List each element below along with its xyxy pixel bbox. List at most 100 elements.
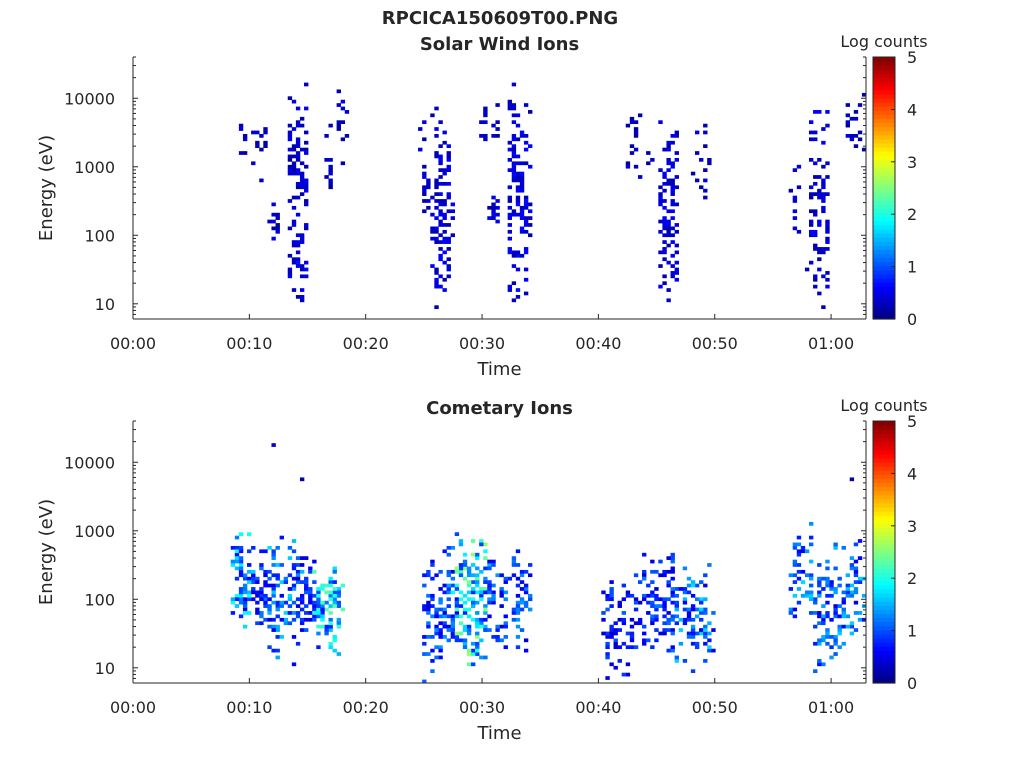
data-cell bbox=[613, 665, 618, 670]
data-cell bbox=[462, 559, 468, 564]
data-cell bbox=[699, 628, 704, 632]
data-cell bbox=[308, 590, 313, 595]
data-cell bbox=[495, 635, 500, 639]
data-cell bbox=[495, 103, 500, 107]
data-cell bbox=[340, 120, 346, 125]
data-cell bbox=[674, 130, 679, 135]
data-cell bbox=[642, 576, 647, 581]
colorbar-segment bbox=[873, 110, 895, 115]
data-cell bbox=[299, 295, 305, 299]
data-cell bbox=[430, 597, 435, 602]
data-cell bbox=[845, 113, 851, 118]
data-cell bbox=[690, 617, 696, 622]
data-cell bbox=[446, 624, 451, 629]
data-cell bbox=[442, 216, 447, 220]
data-cell bbox=[422, 175, 427, 179]
data-cell bbox=[466, 662, 472, 667]
data-cell bbox=[633, 127, 639, 131]
data-cell bbox=[499, 638, 504, 643]
data-cell bbox=[291, 662, 297, 667]
data-cell bbox=[275, 573, 280, 578]
data-cell bbox=[267, 219, 272, 224]
data-cell bbox=[267, 597, 272, 602]
data-cell bbox=[523, 147, 529, 152]
data-cell bbox=[817, 175, 822, 179]
data-cell bbox=[495, 205, 500, 210]
data-cell bbox=[328, 645, 333, 650]
data-cell bbox=[792, 559, 798, 564]
data-cell bbox=[491, 590, 496, 595]
data-cell bbox=[650, 621, 655, 626]
data-cell bbox=[299, 593, 305, 598]
data-cell bbox=[515, 593, 521, 598]
data-cell bbox=[792, 545, 798, 550]
data-cell bbox=[438, 257, 443, 262]
data-cell bbox=[242, 137, 248, 142]
data-cell bbox=[633, 120, 639, 125]
data-cell bbox=[295, 123, 301, 128]
data-cell bbox=[483, 576, 488, 581]
data-cell bbox=[234, 552, 240, 557]
data-cell bbox=[662, 569, 667, 574]
data-cell bbox=[295, 563, 301, 567]
data-cell bbox=[267, 604, 272, 608]
data-cell bbox=[654, 604, 659, 608]
data-cell bbox=[422, 607, 427, 612]
data-cell bbox=[291, 240, 297, 244]
data-cell bbox=[821, 250, 826, 255]
data-cell bbox=[523, 103, 529, 107]
data-cell bbox=[515, 600, 521, 605]
data-cell bbox=[674, 600, 679, 605]
data-cell bbox=[275, 212, 280, 217]
data-cell bbox=[426, 181, 431, 186]
data-cell bbox=[686, 583, 692, 588]
data-cell bbox=[475, 635, 480, 639]
colorbar-tick-label: 4 bbox=[907, 100, 917, 119]
data-cell bbox=[625, 672, 631, 677]
data-cell bbox=[670, 209, 675, 214]
data-cell bbox=[291, 205, 297, 210]
data-cell bbox=[690, 641, 696, 646]
data-cell bbox=[857, 576, 863, 581]
data-cell bbox=[328, 611, 333, 615]
data-cell bbox=[483, 607, 488, 612]
data-cell bbox=[821, 576, 826, 581]
data-cell bbox=[796, 229, 802, 234]
data-cell bbox=[247, 597, 252, 602]
data-cell bbox=[242, 583, 248, 588]
data-cell bbox=[462, 566, 468, 571]
data-cell bbox=[483, 137, 488, 142]
data-cell bbox=[434, 106, 439, 111]
colorbar-segment bbox=[873, 466, 895, 471]
data-cell bbox=[446, 614, 451, 619]
data-cell bbox=[662, 147, 667, 152]
data-cell bbox=[336, 604, 341, 608]
data-cell bbox=[523, 202, 529, 207]
data-cell bbox=[434, 281, 439, 286]
data-cell bbox=[825, 192, 830, 196]
data-cell bbox=[808, 521, 814, 526]
data-cell bbox=[666, 243, 671, 248]
data-cell bbox=[304, 260, 309, 265]
colorbar-segment bbox=[873, 601, 895, 606]
data-cell bbox=[703, 659, 708, 663]
data-cell bbox=[295, 260, 301, 265]
colorbar-segment bbox=[873, 572, 895, 578]
data-cell bbox=[515, 161, 521, 166]
data-cell bbox=[279, 535, 284, 540]
data-cell bbox=[230, 545, 236, 550]
data-cell bbox=[662, 205, 667, 210]
data-cell bbox=[295, 641, 301, 646]
data-cell bbox=[259, 566, 264, 571]
data-cell bbox=[658, 185, 663, 190]
data-cell bbox=[841, 600, 846, 605]
data-cell bbox=[666, 288, 671, 292]
data-cell bbox=[328, 597, 333, 602]
data-cell bbox=[495, 573, 500, 578]
data-cell bbox=[519, 580, 525, 584]
data-cell bbox=[507, 140, 513, 145]
data-cell bbox=[234, 556, 240, 560]
data-cell bbox=[320, 611, 325, 615]
data-cell bbox=[821, 638, 826, 643]
data-cell bbox=[299, 192, 305, 196]
